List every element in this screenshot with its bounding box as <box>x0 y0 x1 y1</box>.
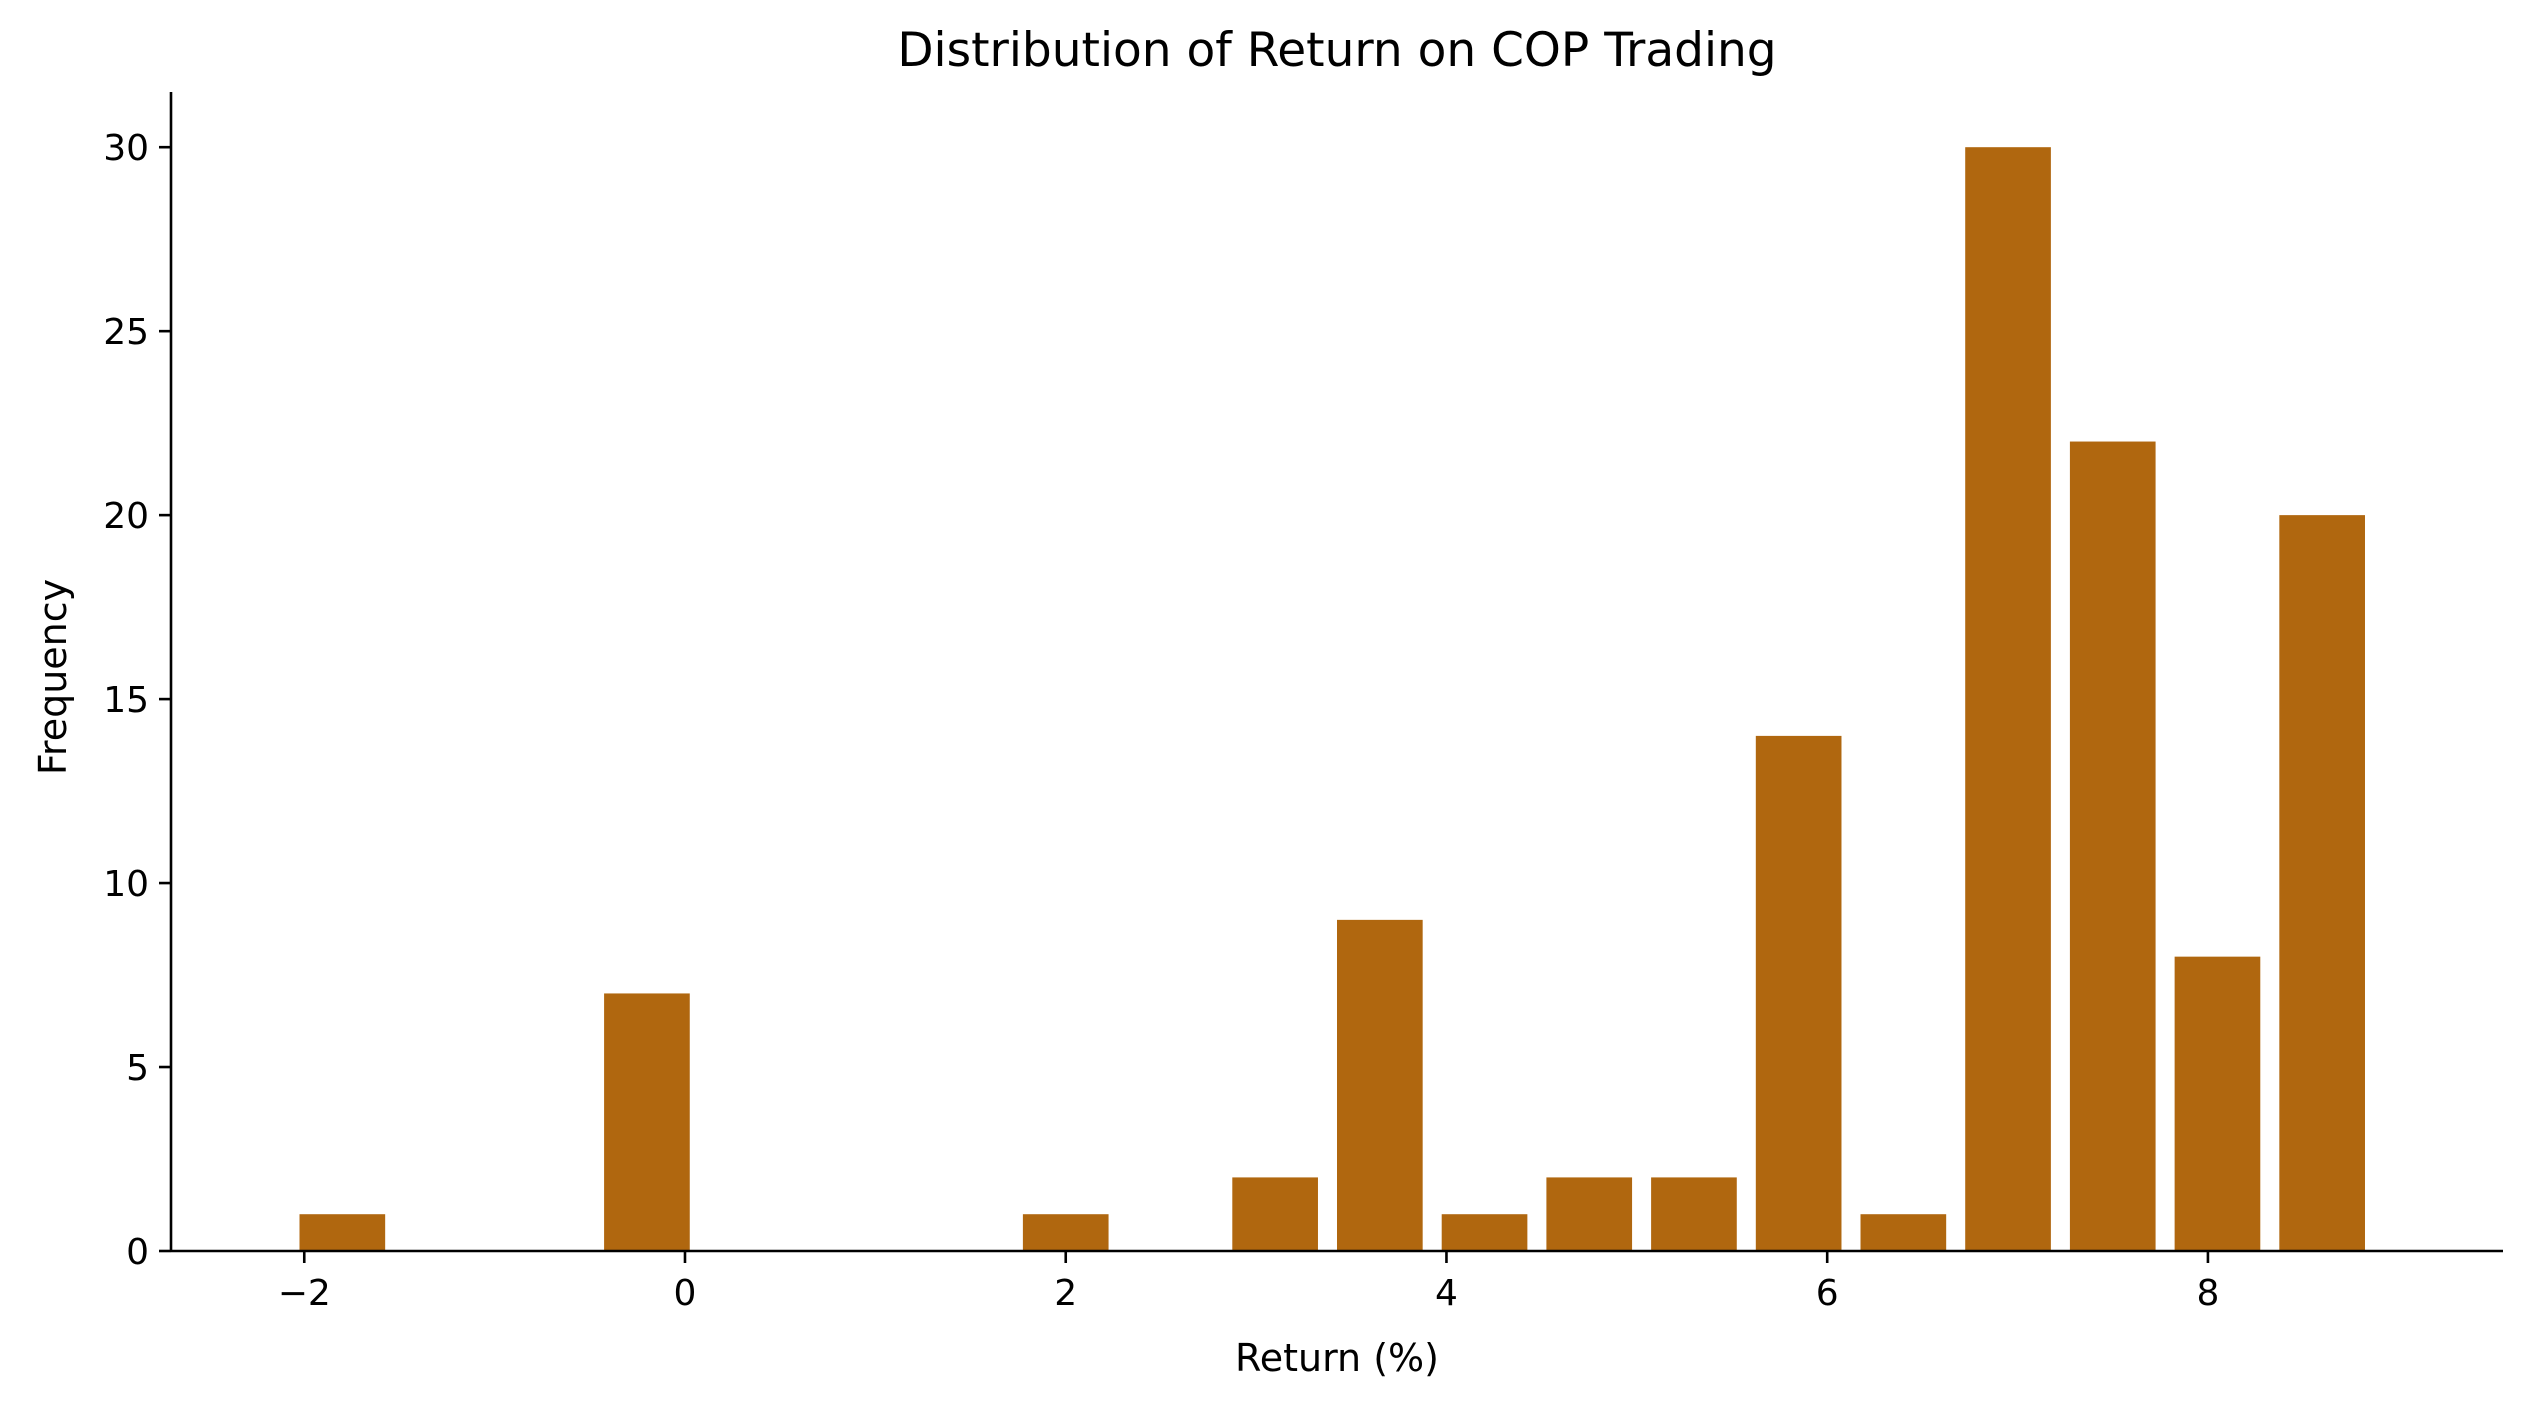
x-tick-label: 0 <box>674 1273 697 1314</box>
y-tick-label: 5 <box>126 1048 149 1089</box>
histogram-bar <box>2069 441 2156 1251</box>
histogram-bar <box>604 993 690 1251</box>
histogram-bar <box>1337 919 1423 1251</box>
chart-title: Distribution of Return on COP Trading <box>897 23 1776 78</box>
histogram-bar <box>1651 1177 1737 1251</box>
y-tick-label: 10 <box>103 864 149 905</box>
histogram-bar <box>1755 735 1842 1251</box>
histogram-bar <box>299 1214 386 1251</box>
histogram-bar <box>1441 1214 1528 1251</box>
y-tick-label: 25 <box>103 312 149 353</box>
histogram-bar <box>1232 1177 1318 1251</box>
x-tick-label: 6 <box>1816 1273 1839 1314</box>
y-tick-label: 0 <box>126 1232 149 1273</box>
x-tick-label: 8 <box>2196 1273 2219 1314</box>
histogram-bar <box>1860 1214 1947 1251</box>
y-axis-ticks: 0 5 10 15 20 25 30 <box>103 128 171 1273</box>
histogram-bar <box>2279 515 2365 1251</box>
histogram-bar <box>1022 1214 1109 1251</box>
x-tick-label: 4 <box>1435 1273 1458 1314</box>
y-tick-label: 30 <box>103 128 149 169</box>
histogram-bar <box>2174 956 2261 1251</box>
y-tick-label: 15 <box>103 680 149 721</box>
x-axis-ticks: −2 0 2 4 6 8 <box>278 1251 2219 1314</box>
histogram-bar <box>1965 147 2051 1252</box>
x-axis-label: Return (%) <box>1235 1336 1439 1380</box>
y-tick-label: 20 <box>103 496 149 537</box>
bars-layer <box>299 147 2365 1252</box>
x-tick-label: 2 <box>1054 1273 1077 1314</box>
histogram-bar <box>1546 1177 1633 1251</box>
y-axis-label: Frequency <box>31 579 75 775</box>
x-tick-label: −2 <box>278 1273 331 1314</box>
